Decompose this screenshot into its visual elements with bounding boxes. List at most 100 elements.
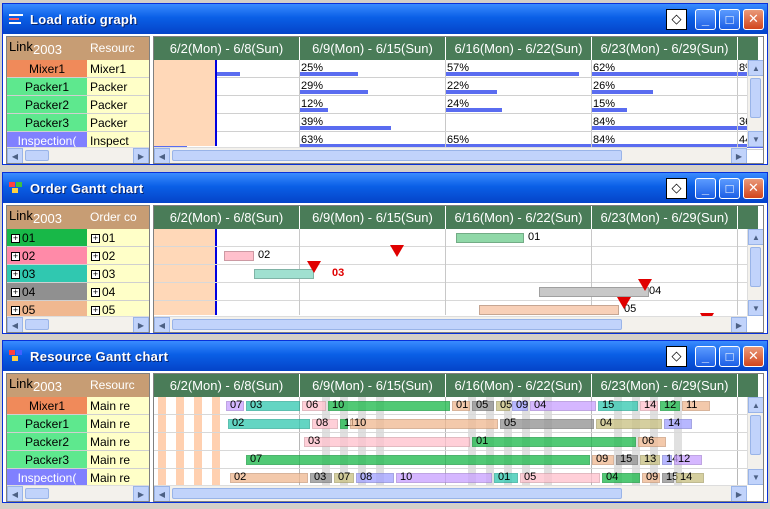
resource-bar[interactable]: [472, 401, 494, 411]
resource-bar[interactable]: [660, 401, 680, 411]
resource-row[interactable]: Packer2 Main re: [7, 433, 149, 451]
resource-bar[interactable]: [638, 437, 666, 447]
resource-gantt-titlebar[interactable]: Resource Gantt chart ◇ _ □ ✕: [3, 341, 767, 371]
resource-bar[interactable]: [664, 419, 692, 429]
scroll-left-icon[interactable]: ◀: [7, 148, 23, 163]
resource-bar[interactable]: [602, 473, 640, 483]
order-row[interactable]: +04 +04: [7, 283, 149, 301]
expand-icon[interactable]: +: [11, 233, 20, 244]
scroll-left-icon[interactable]: ◀: [7, 317, 23, 332]
order-row[interactable]: +01 +01: [7, 229, 149, 247]
scroll-right-icon[interactable]: ▶: [731, 486, 747, 501]
resource-bar[interactable]: [640, 455, 660, 465]
scroll-thumb[interactable]: [25, 319, 49, 330]
resource-bar[interactable]: [682, 401, 710, 411]
resource-bar[interactable]: [340, 419, 348, 429]
order-gantt-titlebar[interactable]: Order Gantt chart ◇ _ □ ✕: [3, 173, 767, 203]
resource-bar[interactable]: [676, 473, 704, 483]
resource-row[interactable]: Packer2 Packer: [7, 96, 149, 114]
expand-icon[interactable]: +: [91, 287, 100, 298]
scroll-left-icon[interactable]: ◀: [154, 317, 170, 332]
v-scroll-thumb[interactable]: [750, 78, 761, 118]
resource-bar[interactable]: [334, 473, 354, 483]
maximize-icon[interactable]: □: [719, 8, 740, 30]
expand-icon[interactable]: +: [91, 251, 100, 262]
resource-bar[interactable]: [312, 419, 338, 429]
scroll-up-icon[interactable]: ▲: [748, 60, 763, 76]
resource-bar[interactable]: [246, 401, 300, 411]
right-h-scrollbar[interactable]: ◀ ▶: [154, 316, 747, 332]
order-bar[interactable]: [254, 269, 314, 279]
resource-bar[interactable]: [662, 455, 672, 465]
scroll-left-icon[interactable]: ◀: [7, 486, 23, 501]
resource-bar[interactable]: [452, 401, 470, 411]
right-v-scrollbar[interactable]: ▲ ▼: [747, 397, 763, 485]
diamond-icon[interactable]: ◇: [666, 345, 687, 367]
close-icon[interactable]: ✕: [743, 8, 764, 30]
order-bar[interactable]: [224, 251, 254, 261]
minimize-icon[interactable]: _: [695, 345, 716, 367]
scroll-left-icon[interactable]: ◀: [154, 486, 170, 501]
resource-bar[interactable]: [356, 473, 394, 483]
expand-icon[interactable]: +: [11, 251, 20, 262]
close-icon[interactable]: ✕: [743, 177, 764, 199]
resource-bar[interactable]: [640, 401, 658, 411]
resource-bar[interactable]: [530, 401, 596, 411]
resource-row[interactable]: Packer3 Packer: [7, 114, 149, 132]
deadline-marker-icon[interactable]: [307, 261, 321, 273]
resource-bar[interactable]: [662, 473, 674, 483]
resource-bar[interactable]: [592, 455, 614, 465]
resource-bar[interactable]: [674, 455, 702, 465]
right-v-scrollbar[interactable]: ▲ ▼: [747, 229, 763, 316]
minimize-icon[interactable]: _: [695, 177, 716, 199]
order-row[interactable]: +02 +02: [7, 247, 149, 265]
expand-icon[interactable]: +: [91, 269, 100, 280]
expand-icon[interactable]: +: [11, 287, 20, 298]
right-h-scrollbar[interactable]: ◀ ▶: [154, 147, 747, 163]
order-bar[interactable]: [479, 305, 619, 315]
h-scroll-thumb[interactable]: [172, 150, 622, 161]
v-scroll-thumb[interactable]: [750, 415, 761, 455]
resource-bar[interactable]: [500, 419, 594, 429]
resource-bar[interactable]: [304, 437, 470, 447]
resource-bar[interactable]: [496, 401, 510, 411]
deadline-marker-icon[interactable]: [390, 245, 404, 257]
right-h-scrollbar[interactable]: ◀ ▶: [154, 485, 747, 501]
expand-icon[interactable]: +: [11, 305, 20, 316]
h-scroll-thumb[interactable]: [172, 488, 622, 499]
order-bar[interactable]: [456, 233, 524, 243]
resource-bar[interactable]: [396, 473, 492, 483]
resource-bar[interactable]: [494, 473, 518, 483]
v-scroll-thumb[interactable]: [750, 247, 761, 287]
diamond-icon[interactable]: ◇: [666, 8, 687, 30]
left-h-scrollbar[interactable]: ◀ ▶: [7, 316, 149, 332]
resource-row[interactable]: Mixer1 Mixer1: [7, 60, 149, 78]
left-h-scrollbar[interactable]: ◀ ▶: [7, 485, 149, 501]
expand-icon[interactable]: +: [91, 233, 100, 244]
right-v-scrollbar[interactable]: ▲ ▼: [747, 60, 763, 147]
scroll-thumb[interactable]: [25, 488, 49, 499]
scroll-right-icon[interactable]: ▶: [133, 486, 149, 501]
minimize-icon[interactable]: _: [695, 8, 716, 30]
maximize-icon[interactable]: □: [719, 345, 740, 367]
scroll-up-icon[interactable]: ▲: [748, 397, 763, 413]
close-icon[interactable]: ✕: [743, 345, 764, 367]
resource-bar[interactable]: [228, 419, 310, 429]
resource-row[interactable]: Packer1 Main re: [7, 415, 149, 433]
resource-bar[interactable]: [596, 419, 662, 429]
scroll-right-icon[interactable]: ▶: [133, 148, 149, 163]
scroll-thumb[interactable]: [25, 150, 49, 161]
deadline-marker-icon[interactable]: [617, 297, 631, 309]
scroll-right-icon[interactable]: ▶: [731, 148, 747, 163]
resource-bar[interactable]: [520, 473, 600, 483]
resource-bar[interactable]: [328, 401, 450, 411]
resource-row[interactable]: Inspection(Main re: [7, 469, 149, 487]
left-h-scrollbar[interactable]: ◀ ▶: [7, 147, 149, 163]
resource-bar[interactable]: [310, 473, 332, 483]
resource-row[interactable]: Inspection(Inspect: [7, 132, 149, 150]
expand-icon[interactable]: +: [91, 305, 100, 316]
resource-row[interactable]: Mixer1 Main re: [7, 397, 149, 415]
scroll-up-icon[interactable]: ▲: [748, 229, 763, 245]
maximize-icon[interactable]: □: [719, 177, 740, 199]
scroll-down-icon[interactable]: ▼: [748, 300, 763, 316]
